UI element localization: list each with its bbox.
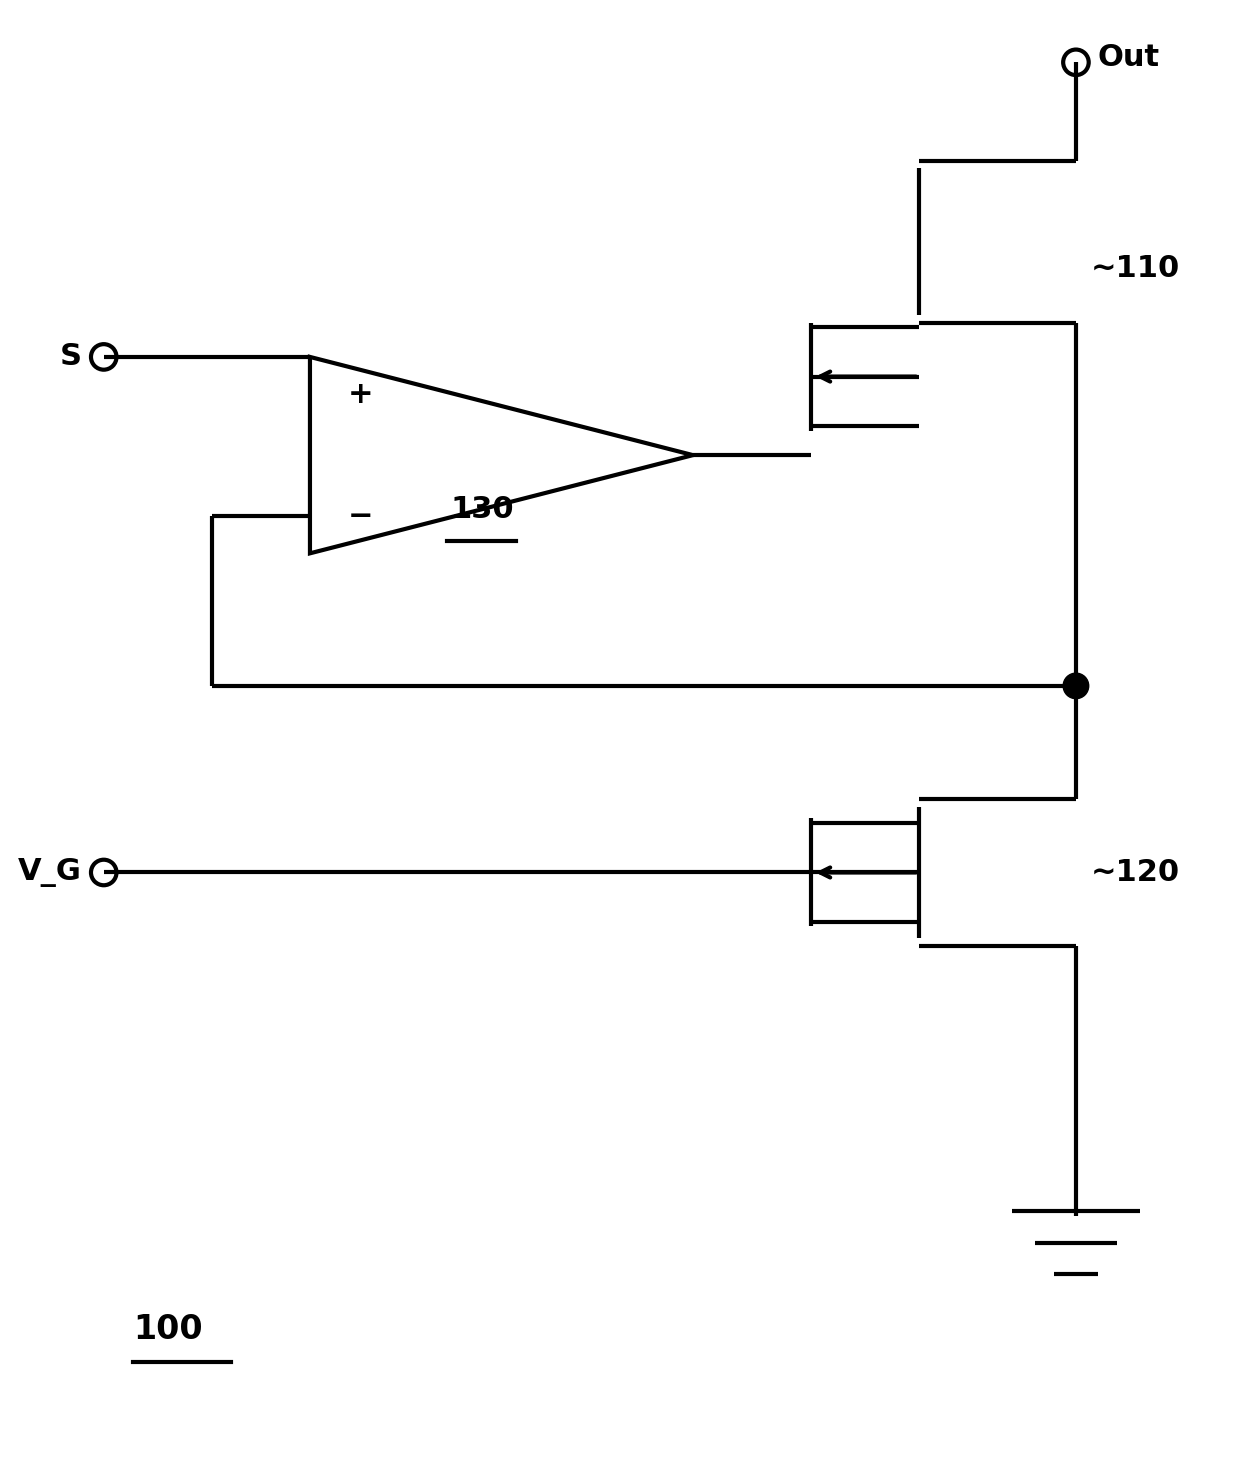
Circle shape bbox=[1063, 673, 1089, 698]
Text: −: − bbox=[347, 501, 373, 531]
Text: ∼110: ∼110 bbox=[1091, 254, 1180, 284]
Text: ∼120: ∼120 bbox=[1091, 858, 1179, 886]
Text: +: + bbox=[347, 379, 373, 409]
Text: S: S bbox=[60, 343, 82, 372]
Text: 130: 130 bbox=[450, 494, 513, 523]
Text: 100: 100 bbox=[133, 1313, 203, 1345]
Text: V_G: V_G bbox=[19, 858, 82, 886]
Text: Out: Out bbox=[1097, 43, 1159, 72]
